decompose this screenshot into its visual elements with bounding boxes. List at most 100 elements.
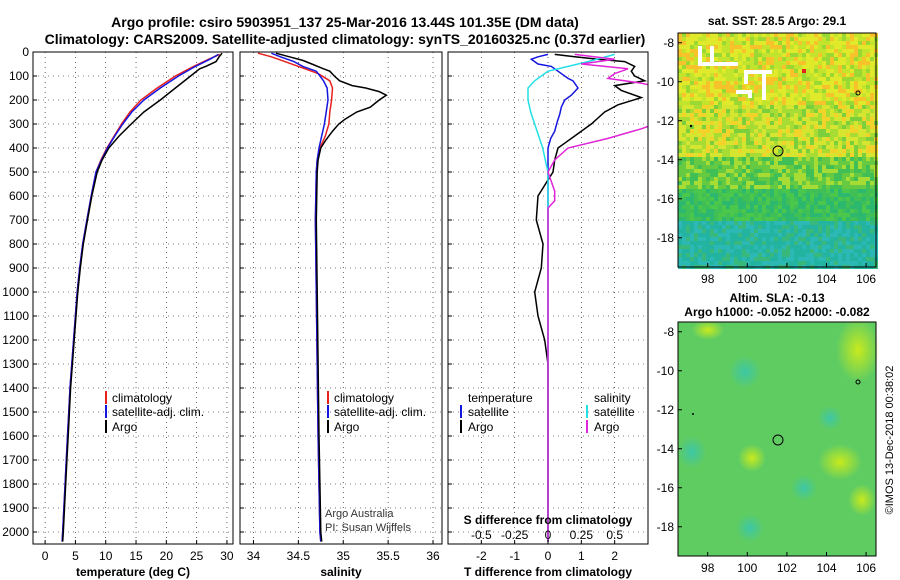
sst-cell: [806, 113, 810, 117]
sst-cell: [698, 189, 702, 193]
sst-cell: [738, 197, 742, 201]
sst-cell: [858, 101, 862, 105]
sst-cell: [846, 169, 850, 173]
sst-cell: [778, 221, 782, 225]
sst-cell: [826, 73, 830, 77]
sst-cell: [686, 253, 690, 257]
sst-cell: [714, 201, 718, 205]
sst-cell: [690, 225, 694, 229]
sst-cell: [870, 145, 874, 149]
sst-cell: [810, 225, 814, 229]
sst-cell: [770, 181, 774, 185]
sst-cell: [794, 241, 798, 245]
sst-cell: [750, 221, 754, 225]
sst-cell: [678, 145, 682, 149]
sst-cell: [858, 41, 862, 45]
sst-cell: [694, 57, 698, 61]
sst-cell: [726, 205, 730, 209]
sst-cell: [690, 37, 694, 41]
sst-cell: [678, 65, 682, 69]
sst-cell: [786, 181, 790, 185]
sst-cell: [774, 253, 778, 257]
sst-cell: [706, 73, 710, 77]
sst-cell: [678, 209, 682, 213]
sst-cell: [686, 245, 690, 249]
sst-cell: [814, 133, 818, 137]
sst-cell: [794, 201, 798, 205]
sst-cell: [706, 245, 710, 249]
sst-cell: [726, 121, 730, 125]
sst-cell: [798, 177, 802, 181]
sst-cell: [682, 213, 686, 217]
sst-cell: [770, 97, 774, 101]
sst-cell: [806, 141, 810, 145]
sst-cell: [730, 253, 734, 257]
sst-cell: [778, 205, 782, 209]
sst-cell: [822, 117, 826, 121]
sst-cell: [818, 181, 822, 185]
sst-cell: [718, 117, 722, 121]
sst-cell: [770, 197, 774, 201]
sst-cell: [842, 241, 846, 245]
sst-cell: [770, 169, 774, 173]
sst-cell: [866, 245, 870, 249]
sst-cell: [798, 129, 802, 133]
sst-cell: [790, 153, 794, 157]
sst-cell: [870, 117, 874, 121]
sst-cell: [710, 173, 714, 177]
sst-cell: [718, 205, 722, 209]
sst-cell: [742, 181, 746, 185]
sst-cell: [802, 97, 806, 101]
sst-cell: [790, 121, 794, 125]
sst-cell: [734, 197, 738, 201]
sst-cell: [706, 113, 710, 117]
sst-cell: [730, 205, 734, 209]
sst-cell: [678, 149, 682, 153]
sst-cell: [858, 209, 862, 213]
sst-cell: [782, 157, 786, 161]
sst-cell: [718, 181, 722, 185]
sst-cell: [690, 245, 694, 249]
sst-cell: [706, 153, 710, 157]
sst-cell: [686, 73, 690, 77]
sst-cell: [738, 97, 742, 101]
sst-cell: [774, 145, 778, 149]
sst-cell: [750, 177, 754, 181]
sst-cell: [710, 205, 714, 209]
sst-cell: [794, 233, 798, 237]
sst-cell: [754, 169, 758, 173]
sst-cell: [834, 49, 838, 53]
sst-cell: [858, 105, 862, 109]
sst-cell: [810, 161, 814, 165]
sst-cell: [802, 125, 806, 129]
sst-cell: [846, 145, 850, 149]
sst-cell: [734, 165, 738, 169]
sst-cell: [810, 89, 814, 93]
sst-cell: [682, 77, 686, 81]
sst-cell: [810, 93, 814, 97]
sst-cell: [722, 157, 726, 161]
sst-cell: [678, 221, 682, 225]
sst-cell: [862, 233, 866, 237]
sst-cell: [790, 181, 794, 185]
sst-cell: [862, 81, 866, 85]
sst-cell: [710, 121, 714, 125]
sst-cell: [718, 189, 722, 193]
legend-label-climatology: climatology: [334, 391, 394, 405]
y-tick-label: 600: [9, 189, 29, 203]
sst-cell: [794, 141, 798, 145]
sst-cell: [846, 161, 850, 165]
sst-cell: [810, 53, 814, 57]
sst-cell: [718, 249, 722, 253]
sst-cell: [690, 205, 694, 209]
sst-cell: [682, 161, 686, 165]
sst-cell: [734, 253, 738, 257]
sst-cell: [798, 205, 802, 209]
sst-cell: [738, 137, 742, 141]
sst-cell: [726, 165, 730, 169]
sst-cell: [866, 197, 870, 201]
sst-cell: [742, 229, 746, 233]
sst-cell: [774, 81, 778, 85]
sst-cell: [862, 69, 866, 73]
sst-cell: [714, 37, 718, 41]
